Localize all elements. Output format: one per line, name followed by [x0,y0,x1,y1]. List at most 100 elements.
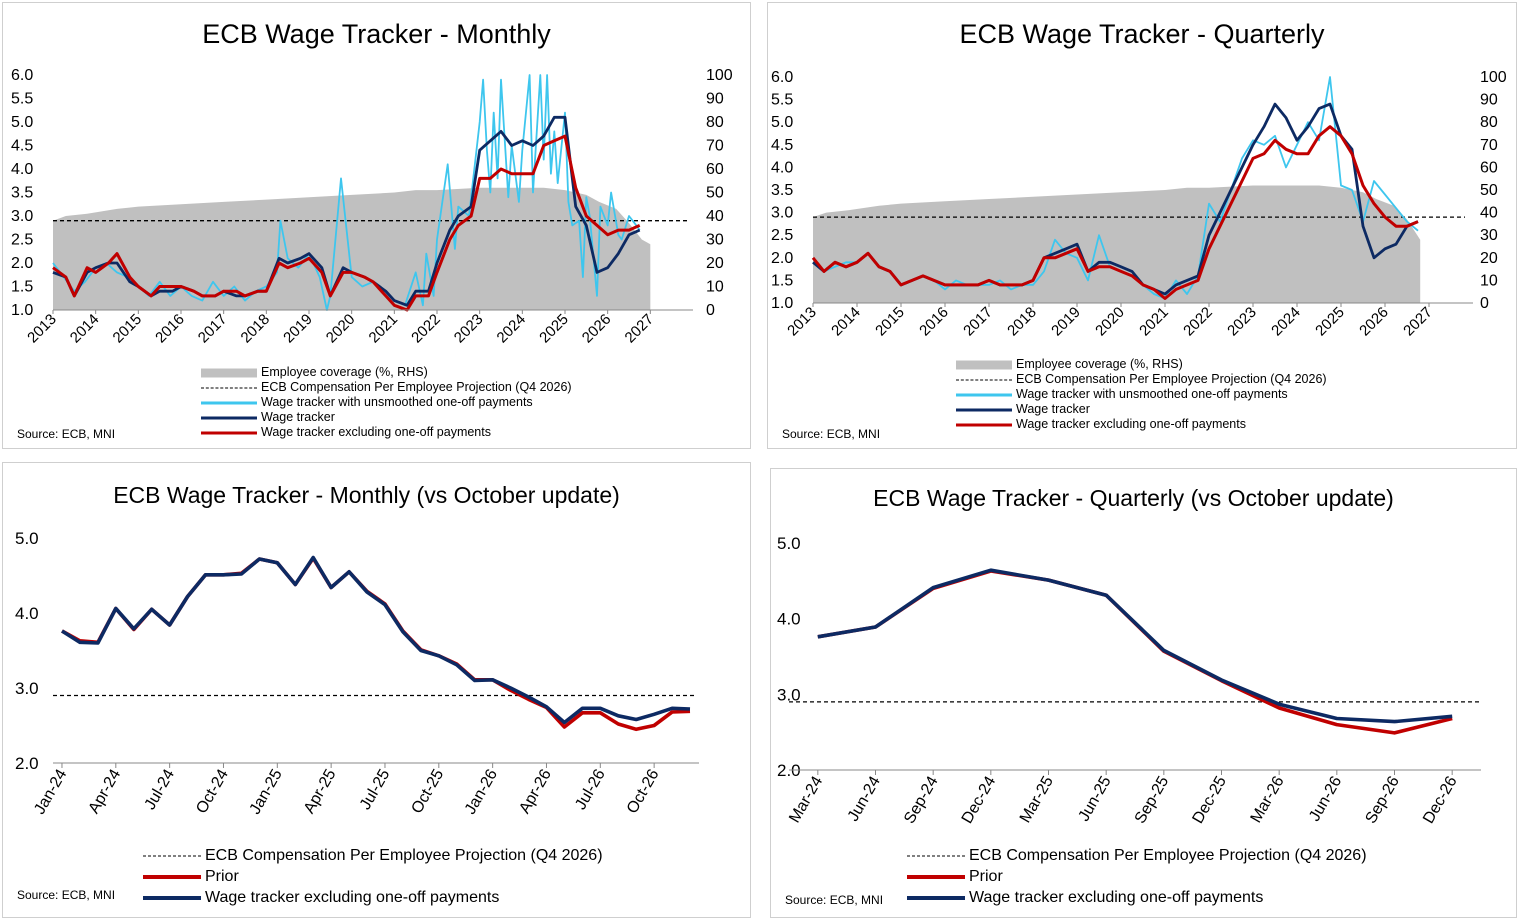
legend-swatch-unsmoothed [956,393,1012,396]
x-tick-label: Jun-25 [1075,773,1114,824]
x-tick-label: 2022 [1180,304,1216,340]
legend-swatch-prior [143,874,201,879]
legend-swatch-coverage [201,368,257,377]
y-tick-label: 1.0 [11,302,33,319]
legend-swatch-tracker [956,408,1012,411]
y2-tick-label: 10 [1480,272,1498,289]
y-tick-label: 2.0 [11,255,33,272]
x-tick-label: 2014 [67,311,103,347]
quarterly-vs-october-panel: ECB Wage Tracker - Quarterly (vs October… [770,468,1517,918]
y-tick-label: 2.0 [777,761,801,780]
x-tick-label: 2022 [408,311,444,347]
legend-swatch-projection [201,387,257,388]
legend-label: Employee coverage (%, RHS) [261,365,428,379]
x-tick-label: 2026 [1356,304,1392,340]
y-tick-label: 4.5 [11,138,33,155]
x-tick-label: 2025 [536,311,572,347]
x-tick-label: 2020 [1092,304,1128,340]
y-tick-label: 3.5 [11,185,33,202]
legend-label: Wage tracker excluding one-off payments [969,889,1264,906]
prior-series-line [61,556,691,732]
y-tick-label: 1.5 [771,272,793,289]
monthly-vs-october-plot: 2.0 3.0 4.0 5.0 Jan-24 Apr-24 Jul-24 Oct-24 Jan-… [15,529,699,817]
x-tick-label: Oct-24 [193,766,232,816]
x-tick-label: Dec-26 [1420,773,1461,826]
x-tick-label: 2027 [622,311,658,347]
y2-tick-label: 30 [706,232,724,249]
y-tick-label: 5.0 [11,114,33,131]
y2-tick-label: 60 [706,161,724,178]
y-tick-label: 5.5 [11,91,33,108]
x-tick-label: Oct-26 [624,766,663,816]
x-tick-label: Dec-24 [959,773,1000,826]
legend-label: ECB Compensation Per Employee Projection… [205,847,603,864]
x-tick-label: 2026 [579,311,615,347]
legend-label: Prior [205,868,239,885]
y2-tick-label: 40 [1480,205,1498,222]
x-tick-label: Jan-26 [462,766,501,817]
y-tick-label: 5.0 [771,114,793,131]
x-tick-label: 2027 [1400,304,1436,340]
x-tick-label: 2015 [110,311,146,347]
y-tick-label: 4.0 [777,610,801,629]
monthly-chart-plot: 2013 2014 2015 2016 2017 2018 2019 2020 2021 2022… [11,67,733,347]
y-tick-label: 5.0 [777,534,801,553]
x-tick-label: 2025 [1312,304,1348,340]
legend-swatch-coverage [956,360,1012,369]
x-tick-label: Jul-24 [142,766,179,812]
y2-tick-label: 20 [1480,250,1498,267]
y-tick-label: 4.0 [15,604,39,623]
y-tick-label: 1.0 [771,295,793,312]
x-tick-label: Mar-26 [1248,773,1288,825]
x-tick-label: Oct-25 [409,766,448,816]
chart-title: ECB Wage Tracker - Quarterly (vs October… [873,485,1394,511]
x-tick-label: Apr-24 [86,766,125,816]
x-tick-label: 2015 [872,304,908,340]
y-tick-label: 6.0 [11,67,33,84]
y2-tick-label: 70 [1480,137,1498,154]
y-tick-label: 2.0 [771,250,793,267]
y-tick-label: 4.0 [771,159,793,176]
x-tick-label: Jul-26 [572,766,609,812]
x-tick-label: Sep-26 [1362,773,1403,826]
excl-series-line [52,134,641,312]
y-tick-label: 3.0 [11,208,33,225]
source-note: Source: ECB, MNI [785,893,884,907]
y-tick-label: 2.5 [771,227,793,244]
x-tick-label: Jul-25 [357,766,394,812]
y2-tick-label: 90 [1480,92,1498,109]
source-note: Source: ECB, MNI [782,427,881,441]
y2-tick-label: 100 [706,67,733,84]
legend-label: Wage tracker excluding one-off payments [1016,417,1246,431]
legend-swatch-current [143,895,201,900]
y-tick-label: 4.0 [11,161,33,178]
quarterly-chart-panel: ECB Wage Tracker - Quarterly 2013 2014 201… [767,2,1517,449]
legend-label: Wage tracker with unsmoothed one-off pay… [261,395,533,409]
y2-tick-label: 100 [1480,69,1507,86]
source-note: Source: ECB, MNI [17,427,116,441]
legend-label: Prior [969,868,1003,885]
x-tick-label: 2021 [366,311,402,347]
excl-series-line [811,125,1419,300]
y-tick-label: 2.5 [11,232,33,249]
x-tick-label: 2019 [1048,304,1084,340]
legend-label: Employee coverage (%, RHS) [1016,357,1183,371]
x-tick-label: Apr-26 [516,766,555,816]
x-tick-label: 2023 [451,311,487,347]
y-tick-label: 3.0 [771,205,793,222]
legend-label: ECB Compensation Per Employee Projection… [1016,372,1327,386]
y2-tick-label: 30 [1480,227,1498,244]
y-tick-label: 1.5 [11,279,33,296]
y-tick-label: 3.5 [771,182,793,199]
chart-title: ECB Wage Tracker - Quarterly [959,19,1325,49]
y-tick-label: 5.0 [15,529,39,548]
y-tick-label: 5.5 [771,92,793,109]
y-tick-label: 3.0 [777,685,801,704]
y2-tick-label: 0 [706,302,715,319]
x-tick-label: 2014 [828,304,864,340]
legend-swatch-projection [143,855,201,856]
coverage-area [813,185,1421,303]
x-tick-label: Mar-25 [1017,773,1057,825]
legend-label: Wage tracker excluding one-off payments [205,889,500,906]
x-tick-label: Apr-25 [301,766,340,816]
